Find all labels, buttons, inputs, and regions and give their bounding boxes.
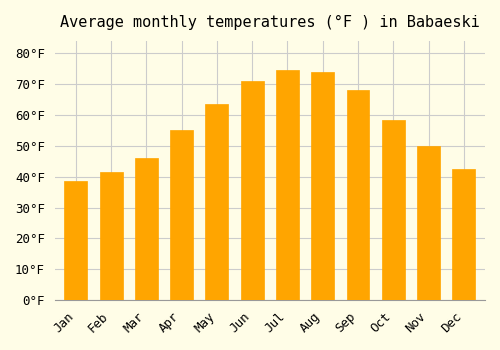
- Bar: [417, 146, 440, 300]
- Bar: [64, 181, 88, 300]
- Bar: [100, 172, 122, 300]
- Bar: [170, 131, 193, 300]
- Title: Average monthly temperatures (°F ) in Babaeski: Average monthly temperatures (°F ) in Ba…: [60, 15, 480, 30]
- Bar: [135, 158, 158, 300]
- Bar: [346, 90, 370, 300]
- Bar: [452, 169, 475, 300]
- Bar: [312, 72, 334, 300]
- Bar: [241, 81, 264, 300]
- Bar: [276, 70, 299, 300]
- Bar: [206, 104, 229, 300]
- Bar: [382, 120, 405, 300]
